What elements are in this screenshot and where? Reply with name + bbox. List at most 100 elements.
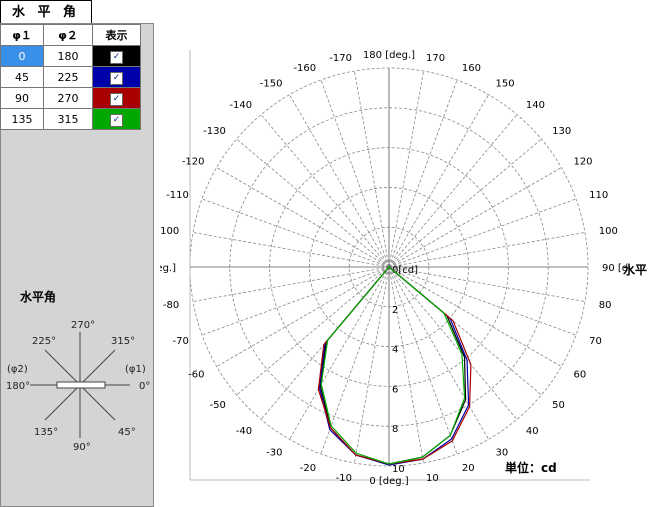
- grid-spoke: [192, 232, 390, 268]
- grid-spoke: [388, 266, 577, 336]
- grid-spoke: [388, 94, 489, 268]
- grid-spoke: [320, 79, 390, 268]
- luminaire-icon: [56, 381, 106, 389]
- phi1-cell[interactable]: 90: [0, 87, 44, 109]
- grid-spoke: [388, 266, 518, 420]
- phi1-cell[interactable]: 0: [0, 45, 44, 67]
- angle-tick-label: -170: [329, 53, 352, 64]
- phi2-cell[interactable]: 225: [43, 66, 93, 88]
- grid-spoke: [236, 266, 390, 396]
- angle-tick-label: 70: [589, 336, 602, 347]
- grid-spoke: [388, 114, 518, 268]
- grid-spoke: [354, 70, 390, 268]
- angle-tick-label: -60: [188, 370, 204, 381]
- angle-tick-label: 150: [496, 79, 515, 90]
- phi1-label: (φ1): [125, 364, 146, 375]
- angle-tick-label: 10: [426, 473, 439, 484]
- angle-tick-label: 80: [599, 300, 612, 311]
- angle-tick-label: 140: [526, 100, 545, 111]
- angle-tick-label: 50: [552, 400, 565, 411]
- angle-legend-diagram: 270° 225° 315° (φ2) (φ1) 180° 0° 135° 45…: [6, 320, 150, 453]
- grid-spoke: [388, 167, 562, 268]
- phi2-label: (φ2): [7, 364, 28, 375]
- angle-label-270: 270°: [71, 320, 95, 331]
- table-row[interactable]: 90 270 ✓: [0, 87, 141, 109]
- header-display: 表示: [92, 24, 141, 46]
- angle-tick-label: 130: [552, 126, 571, 137]
- grid-spoke: [201, 198, 390, 268]
- display-toggle[interactable]: ✓: [92, 108, 141, 130]
- tab-horizontal-angle[interactable]: 水 平 角: [0, 0, 92, 23]
- grid-spoke: [388, 232, 586, 268]
- angle-tick-label: 170: [426, 53, 445, 64]
- display-toggle[interactable]: ✓: [92, 66, 141, 88]
- angle-tick-label: 60: [573, 370, 586, 381]
- angle-tick-label: -30: [266, 447, 282, 458]
- angle-tick-label: 100: [599, 226, 618, 237]
- angle-tick-label: 0 [deg.]: [369, 476, 408, 487]
- check-icon[interactable]: ✓: [110, 113, 123, 127]
- grid-spoke: [388, 79, 458, 268]
- series-line: [317, 266, 472, 465]
- angle-tick-label: 40: [526, 426, 539, 437]
- grid-spoke: [388, 266, 424, 464]
- angle-label-0: 0°: [139, 381, 150, 392]
- angle-tick-label: 110: [589, 190, 608, 201]
- series-line: [320, 266, 466, 465]
- angle-tick-label: -150: [260, 79, 283, 90]
- side-label: 水平: [623, 263, 648, 277]
- angle-tick-label: -140: [229, 100, 252, 111]
- phi2-cell[interactable]: 270: [43, 87, 93, 109]
- table-row[interactable]: 135 315 ✓: [0, 108, 141, 130]
- angle-tick-label: -110: [166, 190, 189, 201]
- angle-label-135: 135°: [34, 427, 58, 438]
- radial-tick-label: 8: [392, 424, 398, 435]
- grid-spoke: [216, 266, 390, 367]
- angle-tick-label: -70: [173, 336, 189, 347]
- grid-spoke: [260, 114, 390, 268]
- angle-tick-label: -50: [209, 400, 225, 411]
- phi2-cell[interactable]: 315: [43, 108, 93, 130]
- radial-tick-label: 6: [392, 384, 398, 395]
- angle-label-180: 180°: [6, 381, 30, 392]
- grid-spoke: [201, 266, 390, 336]
- grid-spoke: [289, 266, 390, 440]
- angle-tick-label: 160: [462, 63, 481, 74]
- check-icon[interactable]: ✓: [110, 71, 123, 85]
- radial-tick-label: 10: [392, 464, 405, 475]
- grid-spoke: [388, 266, 542, 396]
- angle-tick-label: -90 [deg.]: [160, 263, 176, 274]
- angle-label-45: 45°: [118, 427, 136, 438]
- angle-tick-label: -120: [182, 157, 205, 168]
- angle-tick-label: -20: [300, 463, 316, 474]
- grid-spoke: [289, 94, 390, 268]
- display-toggle[interactable]: ✓: [92, 45, 141, 67]
- check-icon[interactable]: ✓: [110, 50, 123, 64]
- angle-tick-label: -130: [203, 126, 226, 137]
- angle-tick-label: 30: [496, 447, 509, 458]
- display-toggle[interactable]: ✓: [92, 87, 141, 109]
- phi1-cell[interactable]: 45: [0, 66, 44, 88]
- header-phi1: φ１: [0, 24, 44, 46]
- grid-spoke: [236, 138, 390, 268]
- angle-label-315: 315°: [111, 336, 135, 347]
- table-row[interactable]: 0 180 ✓: [0, 45, 141, 67]
- angle-table: φ１ φ２ 表示 0 180 ✓ 45 225 ✓ 90 270 ✓ 135 3…: [0, 24, 141, 130]
- check-icon[interactable]: ✓: [110, 92, 123, 106]
- table-row[interactable]: 45 225 ✓: [0, 66, 141, 88]
- phi2-cell[interactable]: 180: [43, 45, 93, 67]
- grid-spoke: [354, 266, 390, 464]
- grid-spoke: [192, 266, 390, 302]
- legend-title: 水平角: [20, 290, 57, 304]
- grid-spoke: [388, 198, 577, 268]
- grid-spoke: [320, 266, 390, 455]
- angle-label-90: 90°: [73, 442, 91, 453]
- radial-tick-label: 0[cd]: [392, 265, 418, 276]
- angle-tick-label: -10: [336, 473, 352, 484]
- phi1-cell[interactable]: 135: [0, 108, 44, 130]
- radial-tick-label: 2: [392, 305, 398, 316]
- grid-spoke: [388, 138, 542, 268]
- angle-tick-label: 120: [573, 157, 592, 168]
- angle-tick-label: -160: [293, 63, 316, 74]
